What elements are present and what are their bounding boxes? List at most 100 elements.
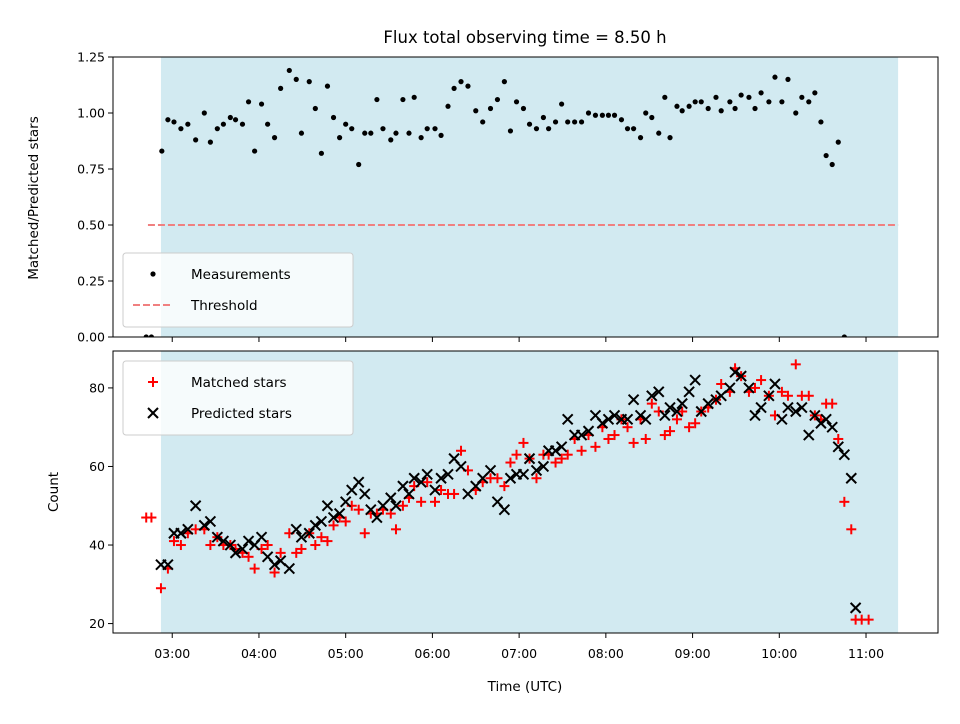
predicted-star-point — [653, 386, 665, 398]
matched-star-point — [518, 437, 529, 448]
predicted-star-point — [602, 413, 615, 426]
measurement-point — [494, 96, 501, 103]
marker-stroke — [769, 378, 781, 390]
matched-star-point — [243, 551, 254, 562]
predicted-star-point — [211, 531, 224, 543]
measurement-point — [265, 121, 271, 127]
marker-stroke — [283, 562, 296, 575]
measurement-point — [746, 94, 752, 100]
predicted-star-point — [796, 401, 808, 414]
matched-star-point — [275, 547, 286, 558]
measurement-point — [705, 105, 711, 112]
measurement-point — [713, 94, 719, 100]
x-tick-label: 06:00 — [414, 646, 450, 661]
measurement-point — [148, 334, 155, 337]
marker-stroke — [303, 527, 315, 539]
marker-stroke — [333, 507, 346, 520]
matched-star-point — [776, 386, 787, 397]
legend-box — [122, 360, 354, 436]
predicted-star-point — [290, 523, 302, 536]
matched-star-point — [148, 377, 158, 387]
matched-star-point — [684, 422, 695, 433]
measurement-point — [649, 114, 655, 121]
matched-star-point — [269, 567, 280, 578]
y-tick-label: 1.00 — [77, 106, 105, 121]
matched-star-point — [556, 453, 567, 464]
marker-stroke — [523, 452, 536, 465]
measurement-point — [643, 110, 649, 116]
x-tick-label: 05:00 — [328, 646, 364, 661]
marker-stroke — [803, 429, 815, 441]
marker-stroke — [390, 500, 402, 512]
measurement-point — [841, 334, 847, 337]
marker-stroke — [689, 374, 701, 386]
marker-stroke — [415, 476, 427, 488]
marker-stroke — [555, 441, 568, 453]
marker-stroke — [849, 602, 862, 614]
predicted-star-point — [735, 370, 747, 382]
matched-star-point — [359, 528, 370, 539]
predicted-star-point — [659, 409, 671, 422]
measurement-point — [252, 148, 258, 154]
matched-star-point — [291, 547, 302, 558]
predicted-star-point — [415, 476, 427, 488]
matched-star-point — [328, 520, 339, 531]
marker-stroke — [683, 386, 695, 398]
predicted-star-point — [537, 460, 550, 473]
marker-stroke — [809, 409, 821, 422]
matched-star-point — [310, 540, 321, 551]
predicted-star-point — [523, 452, 536, 465]
marker-stroke — [429, 484, 441, 496]
predicted-star-point — [749, 409, 761, 422]
y-tick-label: 20 — [89, 616, 105, 631]
measurement-point — [258, 101, 265, 107]
predicted-star-point — [371, 511, 383, 524]
predicted-star-point — [646, 390, 658, 402]
marker-stroke — [782, 401, 794, 414]
matched-star-point — [827, 398, 838, 409]
matched-star-point — [603, 433, 614, 444]
marker-stroke — [664, 401, 676, 414]
y-tick-label: 0.00 — [77, 330, 105, 345]
marker-stroke — [315, 515, 328, 528]
measurement-point — [738, 92, 744, 98]
predicted-star-point — [575, 429, 588, 441]
predicted-star-point — [421, 468, 433, 481]
marker-stroke — [729, 366, 741, 378]
predicted-star-point — [175, 527, 187, 539]
y-tick-label: 60 — [89, 459, 105, 474]
measurement-point — [368, 130, 374, 136]
measurement-point — [424, 126, 430, 132]
legend: Matched stars Predicted stars — [122, 360, 354, 436]
x-tick-label: 10:00 — [761, 646, 797, 661]
matched-star-point — [562, 449, 573, 460]
marker-stroke — [602, 413, 615, 426]
marker-stroke — [365, 503, 377, 516]
matched-star-point — [436, 485, 447, 496]
measurement-point — [624, 126, 631, 132]
predicted-star-point — [303, 527, 315, 539]
marker-stroke — [385, 492, 397, 504]
bottom-y-axis-label: Count — [46, 472, 62, 512]
measurement-point — [458, 79, 464, 85]
marker-stroke — [653, 386, 665, 398]
measurement-point — [758, 90, 764, 96]
marker-stroke — [589, 409, 602, 422]
measurement-point — [540, 114, 547, 121]
measurement-point — [692, 99, 698, 105]
measurement-point — [533, 126, 540, 132]
measurement-point — [286, 67, 292, 74]
marker-stroke — [640, 413, 652, 426]
matched-star-point — [249, 563, 260, 574]
marker-stroke — [442, 468, 454, 481]
matched-star-point — [756, 375, 767, 386]
predicted-star-point — [845, 472, 857, 484]
predicted-star-point — [189, 500, 202, 512]
predicted-star-point — [608, 409, 621, 422]
measurement-point — [578, 119, 585, 125]
measurement-point — [585, 110, 592, 116]
measurement-point — [513, 99, 520, 105]
marker-stroke — [676, 397, 688, 410]
measurement-point — [812, 90, 818, 96]
measurement-point — [356, 161, 362, 168]
